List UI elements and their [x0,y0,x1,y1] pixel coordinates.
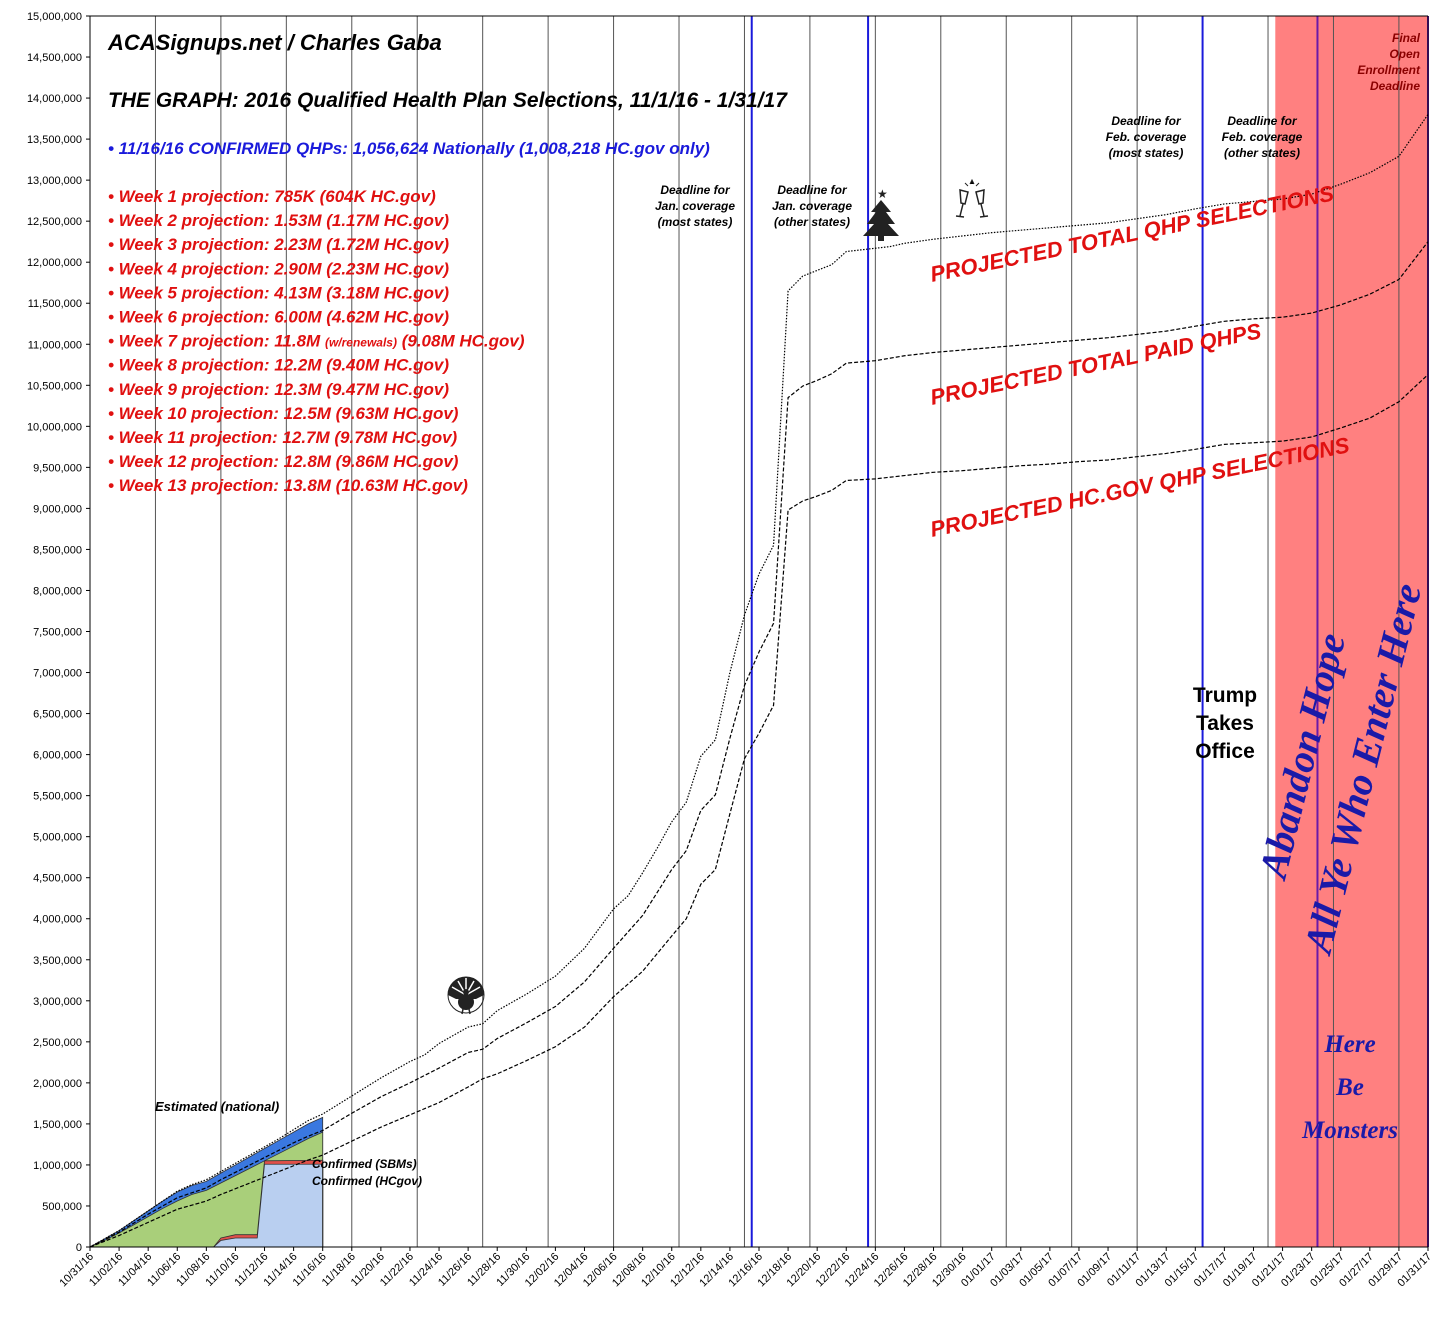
label-line: (other states) [774,215,850,229]
y-tick-label: 12,000,000 [27,257,82,269]
deadline-jan-other-label: Deadline for Jan. coverage (other states) [772,183,852,229]
label-line: Jan. coverage [655,199,735,213]
banner-paid-qhp: PROJECTED TOTAL PAID QHPS [928,318,1264,410]
label-line: Deadline for [777,183,848,197]
projection-item: • Week 13 projection: 13.8M (10.63M HC.g… [108,476,468,495]
y-tick-label: 11,000,000 [28,339,82,351]
y-tick-label: 14,500,000 [27,52,82,64]
red-band-layer [1275,16,1428,1247]
projection-item: • Week 2 projection: 1.53M (1.17M HC.gov… [108,211,449,230]
projection-item: • Week 6 projection: 6.00M (4.62M HC.gov… [108,308,449,327]
y-tick-label: 5,500,000 [33,791,82,803]
projection-item: • Week 1 projection: 785K (604K HC.gov) [108,187,436,206]
label-line: Jan. coverage [772,199,852,213]
series-layer [89,114,1429,1248]
y-tick-label: 1,500,000 [33,1119,82,1131]
y-tick-label: 7,000,000 [33,668,82,680]
label-line: Monsters [1301,1117,1398,1144]
label-line: Feb. coverage [1222,130,1303,144]
gridlines-layer [89,16,1400,1247]
y-tick-label: 15,000,000 [27,11,82,23]
label-line: Deadline for [1111,114,1182,128]
projection-item: • Week 5 projection: 4.13M (3.18M HC.gov… [108,283,449,302]
label-line: Deadline for [660,183,731,197]
deadline-jan-most-label: Deadline for Jan. coverage (most states) [655,183,735,229]
confirmed-note: • 11/16/16 CONFIRMED QHPs: 1,056,624 Nat… [108,139,710,158]
series-line-paid [89,241,1429,1248]
chart-subtitle: THE GRAPH: 2016 Qualified Health Plan Se… [108,89,788,112]
y-tick-label: 8,500,000 [33,544,82,556]
y-tick-label: 13,500,000 [27,134,82,146]
label-line: Deadline [1370,79,1420,93]
label-line: (most states) [658,215,733,229]
axes-layer [86,15,1429,1251]
svg-text:★: ★ [877,187,888,201]
y-tick-label: 8,000,000 [33,585,82,597]
y-tick-label: 7,500,000 [33,627,82,639]
trump-takes-office-label: Trump Takes Office [1193,684,1257,763]
label-line: Be [1335,1074,1364,1101]
y-tick-label: 6,500,000 [33,709,82,721]
x-tick-labels: 10/31/1611/02/1611/04/1611/06/1611/08/16… [57,1251,1434,1290]
y-tick-label: 4,500,000 [33,873,82,885]
y-tick-label: 13,000,000 [27,175,82,187]
y-tick-label: 2,500,000 [33,1037,82,1049]
y-tick-label: 10,500,000 [27,380,82,392]
estimated-label: Estimated (national) [155,1099,279,1114]
y-tick-label: 12,500,000 [27,216,82,228]
label-line: Feb. coverage [1106,130,1187,144]
label-line: Takes [1196,712,1254,735]
champagne-glasses-icon [955,178,989,218]
projection-item: • Week 7 projection: 11.8M (w/renewals) … [108,332,525,351]
chart-title: ACASignups.net / Charles Gaba [107,30,442,55]
series-line-total [89,114,1429,1248]
y-tick-label: 1,000,000 [33,1160,82,1172]
y-tick-label: 500,000 [42,1201,82,1213]
label-line: (other states) [1224,146,1300,160]
y-tick-label: 0 [76,1242,82,1254]
y-tick-label: 3,000,000 [33,996,82,1008]
projection-list: • Week 1 projection: 785K (604K HC.gov) •… [108,187,525,495]
label-line: Deadline for [1227,114,1298,128]
projection-item: • Week 4 projection: 2.90M (2.23M HC.gov… [108,259,449,278]
christmas-tree-icon: ★ [863,187,899,241]
confirmed-sbm-label: Confirmed (SBMs) [312,1157,417,1171]
y-tick-labels: 0 500,000 1,000,000 1,500,000 2,000,000 2,500… [27,11,82,1254]
label-line: Final [1392,31,1421,45]
deadline-feb-other-label: Deadline for Feb. coverage (other states) [1222,114,1303,160]
y-tick-label: 14,000,000 [27,93,82,105]
label-line: Office [1195,740,1255,763]
label-line: (most states) [1109,146,1184,160]
turkey-icon [447,976,485,1015]
y-tick-label: 4,000,000 [33,914,82,926]
y-tick-label: 10,000,000 [27,421,82,433]
label-line: Here [1323,1031,1375,1058]
projection-item: • Week 10 projection: 12.5M (9.63M HC.go… [108,404,459,423]
red-band-region [1275,16,1428,1247]
projection-item: • Week 9 projection: 12.3M (9.47M HC.gov… [108,380,449,399]
series-line-hcgov [89,374,1429,1248]
final-deadline-label: Final Open Enrollment Deadline [1357,31,1421,93]
confirmed-hcgov-label: Confirmed (HCgov) [312,1174,422,1188]
y-tick-label: 11,500,000 [28,298,82,310]
areas-layer [88,1116,324,1248]
y-tick-label: 3,500,000 [33,955,82,967]
banner-total-qhp: PROJECTED TOTAL QHP SELECTIONS [928,180,1336,287]
y-tick-label: 6,000,000 [33,750,82,762]
y-tick-label: 5,000,000 [33,832,82,844]
deadline-feb-most-label: Deadline for Feb. coverage (most states) [1106,114,1187,160]
projection-item: • Week 11 projection: 12.7M (9.78M HC.go… [108,428,458,447]
label-line: Open [1389,47,1420,61]
projection-item: • Week 12 projection: 12.8M (9.86M HC.go… [108,452,459,471]
y-tick-label: 9,500,000 [33,462,82,474]
y-tick-label: 2,000,000 [33,1078,82,1090]
label-line: Enrollment [1357,63,1421,77]
projection-item: • Week 8 projection: 12.2M (9.40M HC.gov… [108,356,449,375]
label-line: Trump [1193,684,1257,707]
here-be-monsters-text: Here Be Monsters [1301,1031,1398,1144]
y-tick-label: 9,000,000 [33,503,82,515]
projection-item: • Week 3 projection: 2.23M (1.72M HC.gov… [108,235,449,254]
